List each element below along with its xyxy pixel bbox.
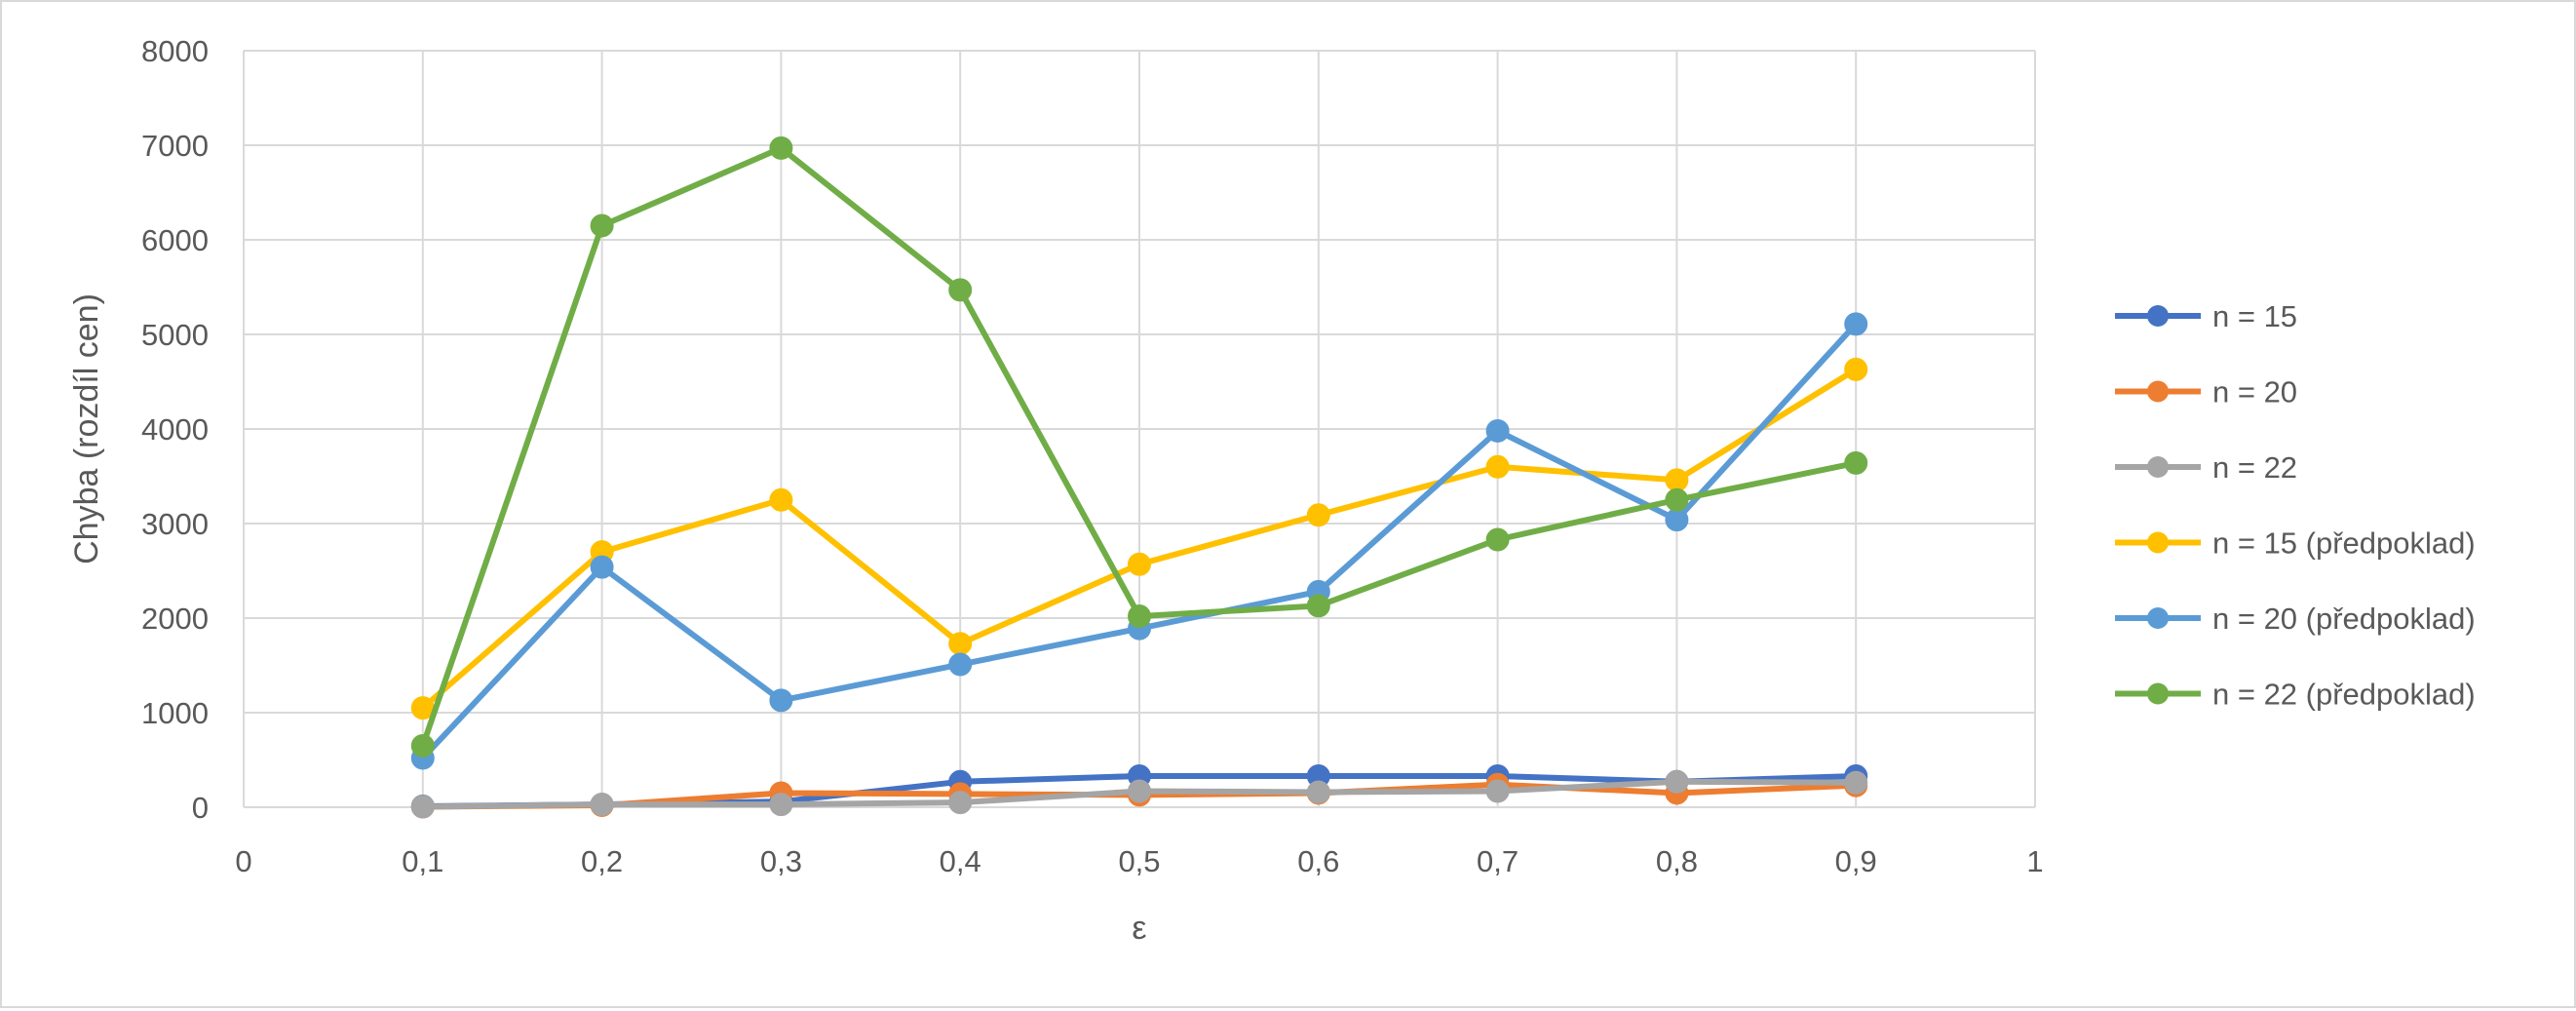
data-point (769, 487, 793, 512)
series-n-22 (410, 769, 1868, 819)
data-point (1485, 779, 1510, 803)
data-point (590, 555, 614, 579)
legend-label: n = 15 (předpoklad) (2212, 526, 2476, 561)
data-point (769, 136, 793, 160)
x-tick-label: 0,9 (1835, 844, 1877, 878)
data-point (1844, 450, 1868, 475)
data-point (1844, 357, 1868, 381)
y-axis-label: Chyba (rozdíl cen) (68, 293, 105, 564)
x-tick-label: 0,1 (402, 844, 443, 878)
data-point (590, 793, 614, 817)
x-tick-label: 0,2 (581, 844, 623, 878)
x-axis-label: ε (1132, 910, 1146, 947)
data-point (410, 733, 435, 758)
y-tick-label: 7000 (141, 129, 209, 163)
data-point (1665, 468, 1689, 492)
y-tick-label: 1000 (141, 696, 209, 730)
legend-item: n = 22 (2115, 450, 2297, 485)
data-point (769, 793, 793, 817)
y-tick-label: 4000 (141, 412, 209, 447)
x-tick-label: 0,6 (1297, 844, 1339, 878)
legend-label: n = 22 (2212, 450, 2297, 485)
y-axis-tick-labels: 0 1000 2000 3000 4000 5000 6000 7000 8000 (141, 34, 209, 825)
data-point (1844, 770, 1868, 795)
gridlines (243, 50, 2036, 808)
data-point (1128, 604, 1151, 629)
x-tick-label: 0 (235, 844, 251, 878)
data-point (590, 214, 614, 238)
y-tick-label: 6000 (141, 223, 209, 257)
data-point (948, 278, 973, 302)
data-point (1844, 312, 1868, 336)
y-tick-label: 8000 (141, 34, 209, 68)
x-tick-label: 0,5 (1118, 844, 1160, 878)
legend: n = 15 n = 20 n = 22 n = 15 (předpoklad) n =… (2115, 299, 2476, 712)
legend-label: n = 20 (předpoklad) (2212, 602, 2476, 636)
legend-item: n = 15 (předpoklad) (2115, 526, 2476, 561)
x-tick-label: 0,3 (760, 844, 802, 878)
x-axis-tick-labels: 0 0,1 0,2 0,3 0,4 0,5 0,6 0,7 0,8 0,9 1 (235, 844, 2043, 878)
data-point (1665, 487, 1689, 512)
data-point (1485, 454, 1510, 479)
data-point (1485, 418, 1510, 443)
data-point (769, 688, 793, 713)
legend-marker (2147, 531, 2169, 554)
legend-item: n = 22 (předpoklad) (2115, 678, 2476, 712)
data-point (948, 652, 973, 677)
legend-marker (2147, 607, 2169, 629)
legend-item: n = 20 (předpoklad) (2115, 602, 2476, 636)
y-tick-label: 0 (192, 791, 209, 825)
legend-marker (2147, 305, 2169, 327)
data-point (1306, 594, 1330, 618)
data-point (1128, 779, 1151, 803)
y-tick-label: 5000 (141, 318, 209, 352)
legend-marker (2147, 682, 2169, 705)
x-tick-label: 1 (2026, 844, 2043, 878)
y-tick-label: 2000 (141, 602, 209, 636)
data-point (1485, 527, 1510, 552)
data-point (1306, 503, 1330, 527)
x-tick-label: 0,8 (1656, 844, 1698, 878)
legend-marker (2147, 380, 2169, 403)
legend-item: n = 15 (2115, 299, 2297, 333)
data-point (1306, 780, 1330, 804)
data-point (948, 791, 973, 815)
data-point (1128, 552, 1151, 576)
legend-marker (2147, 456, 2169, 478)
legend-label: n = 20 (2212, 375, 2297, 409)
y-tick-label: 3000 (141, 507, 209, 541)
data-series (410, 136, 1868, 819)
data-point (948, 632, 973, 656)
legend-label: n = 15 (2212, 299, 2297, 333)
series-n-22-p-edpoklad- (410, 136, 1868, 758)
x-tick-label: 0,4 (940, 844, 981, 878)
legend-item: n = 20 (2115, 375, 2297, 409)
x-tick-label: 0,7 (1477, 844, 1519, 878)
data-point (410, 795, 435, 819)
data-point (1665, 508, 1689, 532)
data-point (1665, 769, 1689, 794)
legend-label: n = 22 (předpoklad) (2212, 678, 2476, 712)
